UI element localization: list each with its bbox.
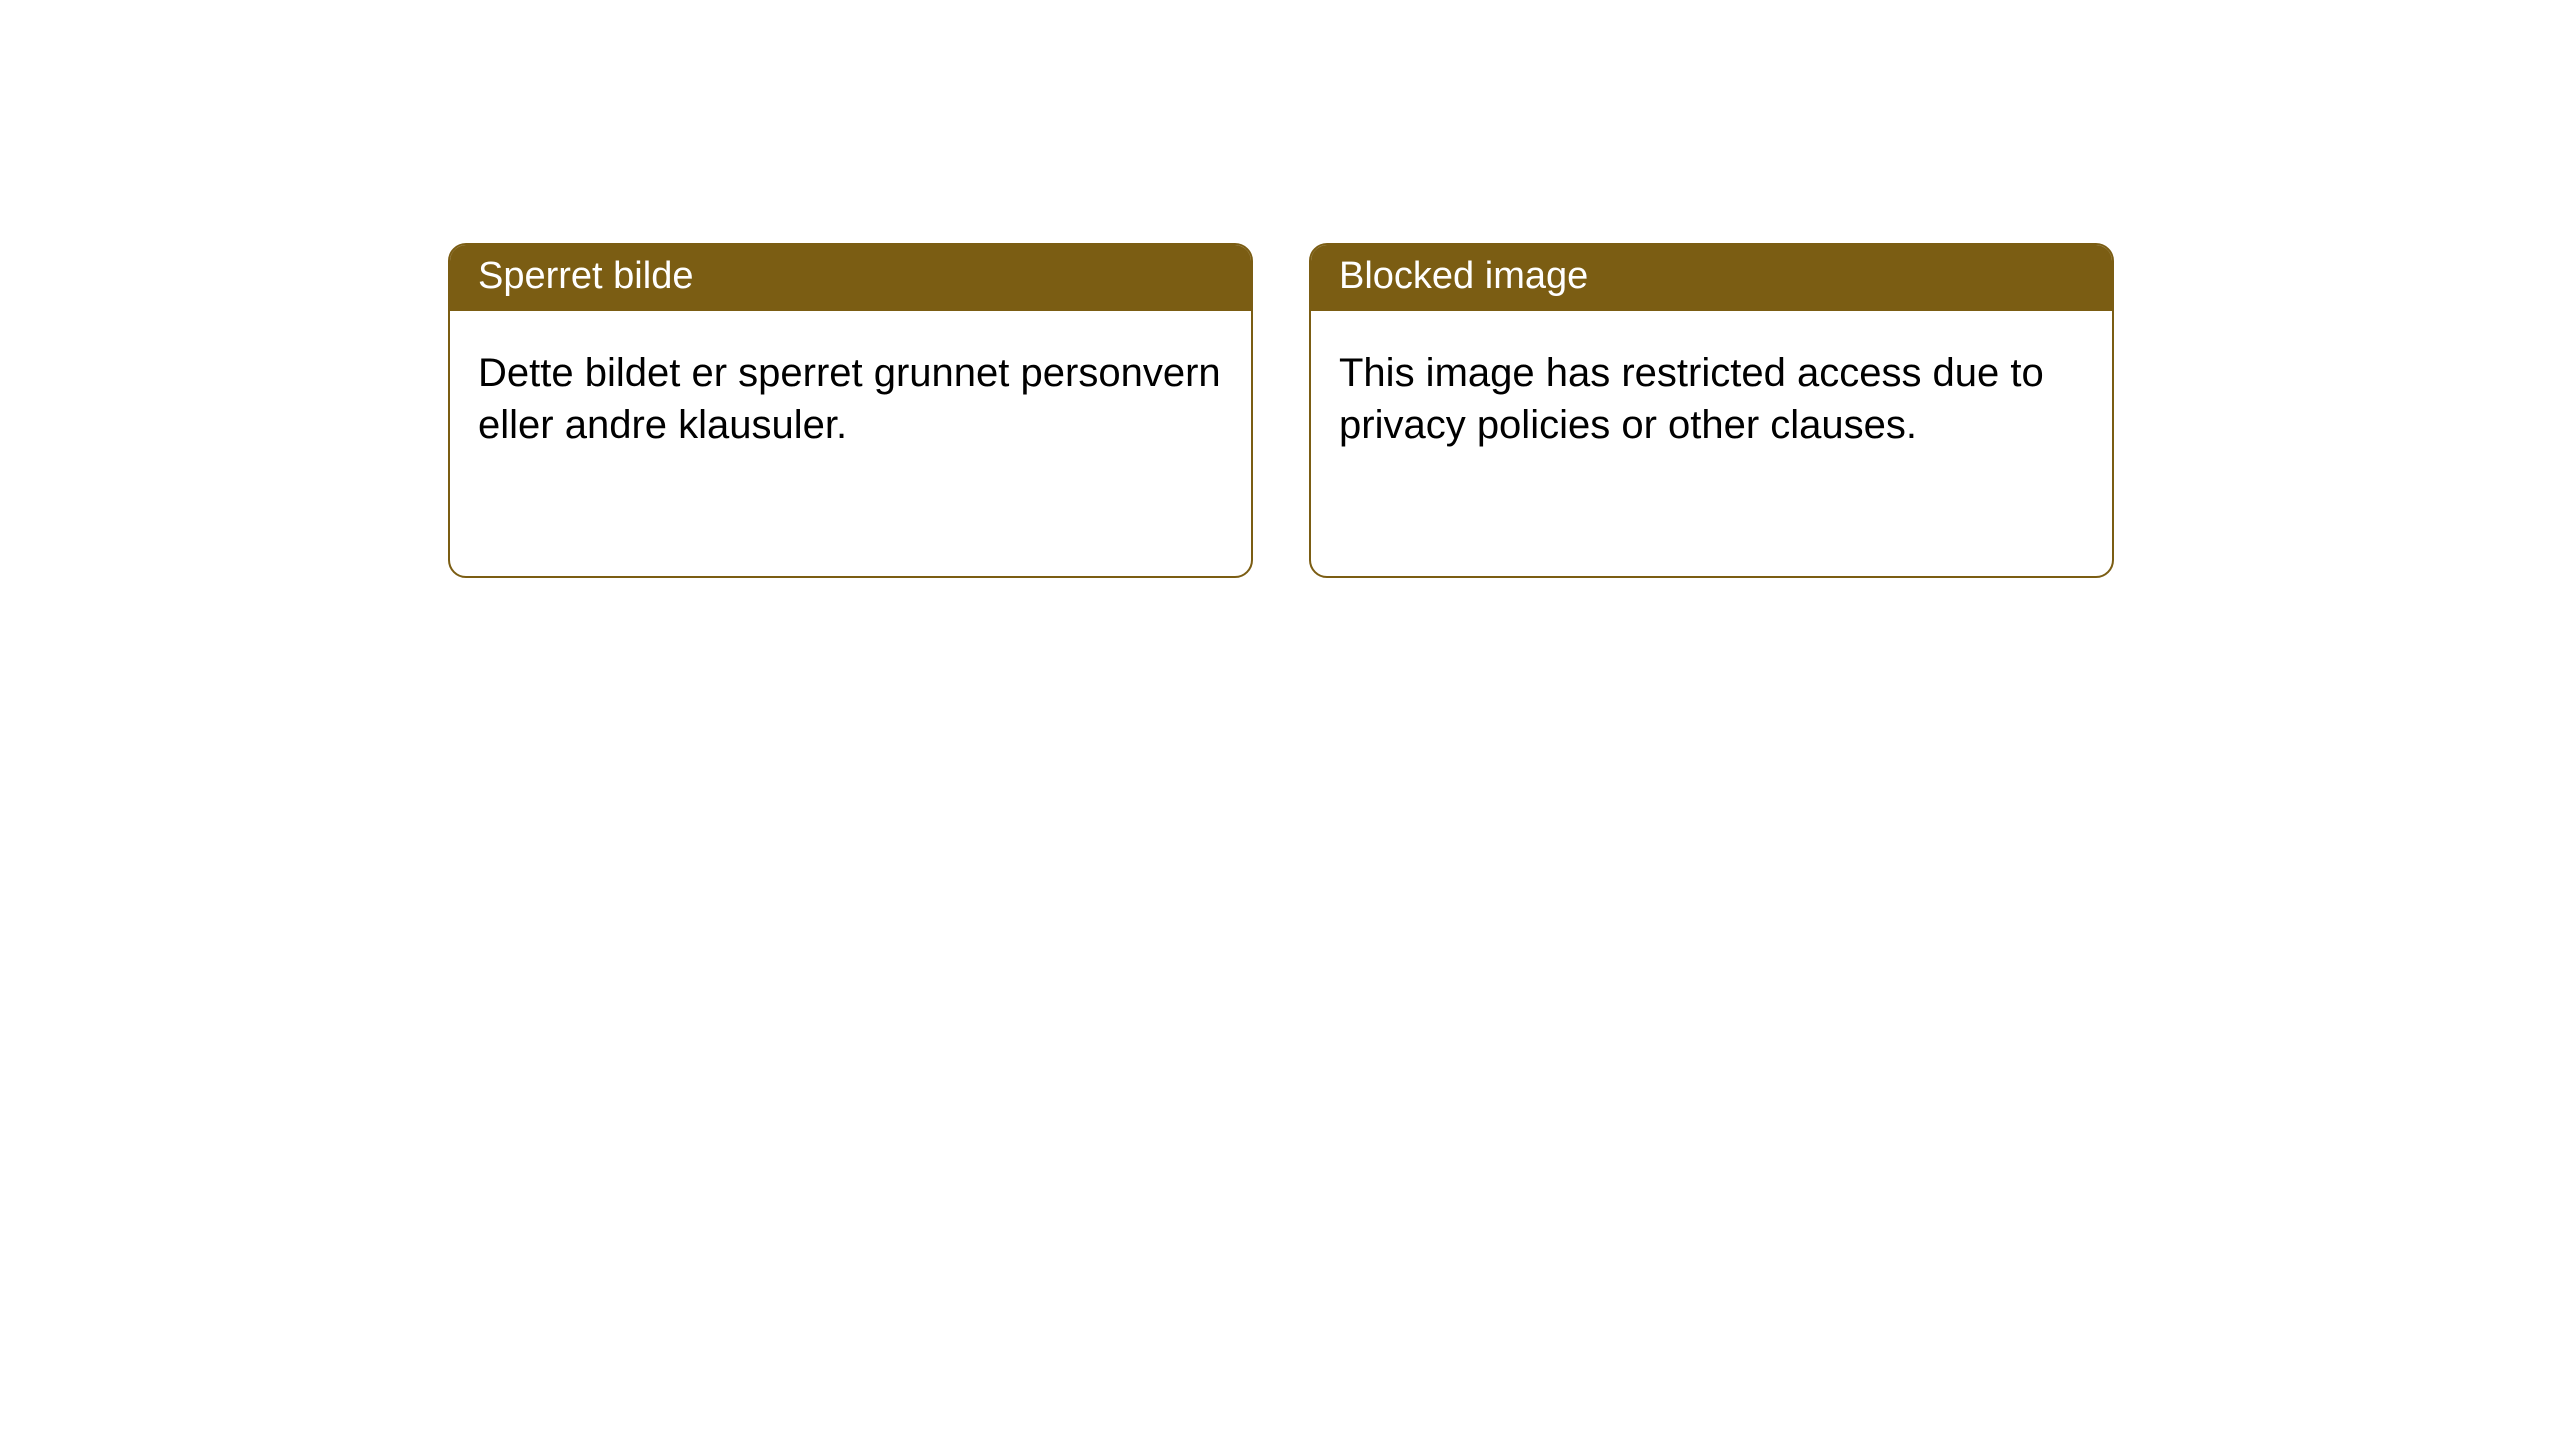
notice-body: Dette bildet er sperret grunnet personve… [450, 311, 1251, 479]
notice-header: Sperret bilde [450, 245, 1251, 311]
notice-card-norwegian: Sperret bilde Dette bildet er sperret gr… [448, 243, 1253, 578]
notice-container: Sperret bilde Dette bildet er sperret gr… [0, 0, 2560, 578]
notice-card-english: Blocked image This image has restricted … [1309, 243, 2114, 578]
notice-body: This image has restricted access due to … [1311, 311, 2112, 479]
notice-header: Blocked image [1311, 245, 2112, 311]
